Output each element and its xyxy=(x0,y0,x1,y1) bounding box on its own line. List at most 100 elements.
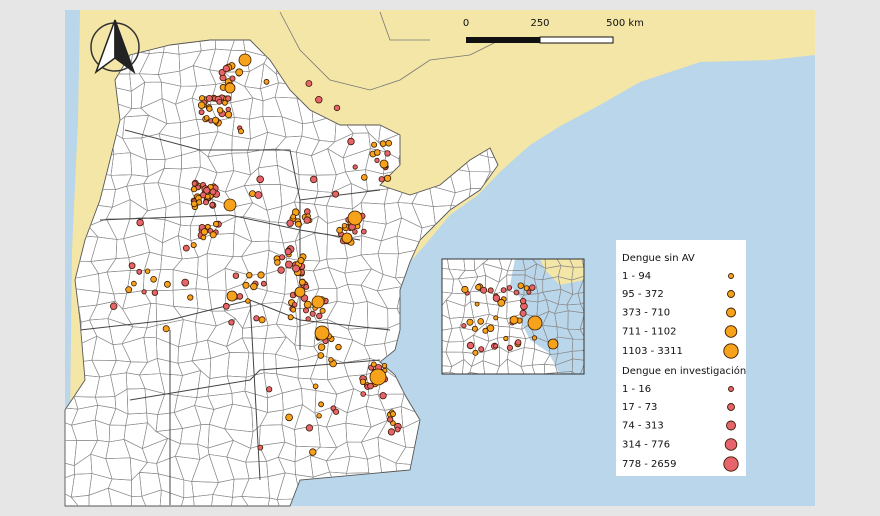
legend-title: Dengue sin AV xyxy=(622,253,695,264)
scale-label: 500 km xyxy=(606,18,644,29)
case-investigation xyxy=(316,312,323,320)
department xyxy=(276,498,301,506)
case-investigation xyxy=(352,164,358,170)
case-investigation xyxy=(284,260,293,269)
case-investigation xyxy=(305,80,313,87)
legend-symbol xyxy=(728,273,734,279)
case-without-av xyxy=(295,220,302,228)
legend: Dengue sin AV 1 - 94 95 - 372 373 - 710 711 … xyxy=(616,240,746,476)
map-panel: 0 250 500 km Dengue sin AV 1 - 94 95 - 372… xyxy=(64,10,815,507)
case-investigation xyxy=(222,302,230,310)
case-investigation xyxy=(487,287,494,294)
department xyxy=(571,350,584,361)
province-border xyxy=(99,214,361,241)
case-without-av xyxy=(466,318,474,326)
case-investigation xyxy=(292,264,300,273)
case-without-av xyxy=(328,357,334,363)
case-investigation xyxy=(519,297,527,305)
country-border xyxy=(379,11,430,41)
province-border xyxy=(129,359,381,401)
case-without-av xyxy=(497,298,506,307)
department xyxy=(141,489,162,506)
case-without-av xyxy=(213,220,220,228)
case-without-av xyxy=(191,186,198,193)
case-without-av xyxy=(204,193,211,200)
case-investigation xyxy=(492,294,501,302)
case-without-av xyxy=(369,368,387,386)
case-without-av xyxy=(144,268,151,274)
department xyxy=(107,487,132,506)
case-without-av xyxy=(389,410,396,417)
case-without-av xyxy=(221,99,228,106)
scale-label: 0 xyxy=(463,18,469,29)
case-without-av xyxy=(200,228,208,236)
case-investigation xyxy=(332,408,340,415)
case-without-av xyxy=(311,295,325,309)
case-investigation xyxy=(303,283,310,290)
north-arrow xyxy=(90,19,140,75)
case-without-av xyxy=(347,210,363,226)
case-investigation xyxy=(209,201,216,208)
case-without-av xyxy=(237,128,244,135)
case-investigation xyxy=(500,287,507,294)
case-investigation xyxy=(151,289,159,296)
case-investigation xyxy=(253,315,260,322)
case-investigation xyxy=(232,272,240,279)
case-investigation xyxy=(315,95,323,104)
case-without-av xyxy=(317,343,326,351)
case-without-av xyxy=(303,300,312,309)
case-without-av xyxy=(287,314,294,321)
case-investigation xyxy=(360,228,367,235)
case-without-av xyxy=(163,280,171,288)
case-without-av xyxy=(309,448,317,456)
department xyxy=(88,487,113,506)
case-without-av xyxy=(312,383,319,390)
province-border xyxy=(124,129,381,201)
department xyxy=(544,372,558,374)
legend-label: 95 - 372 xyxy=(622,289,664,300)
department xyxy=(158,489,185,506)
case-without-av xyxy=(475,284,482,291)
case-investigation xyxy=(526,289,532,295)
case-investigation xyxy=(379,392,387,400)
case-without-av xyxy=(503,335,509,342)
case-without-av xyxy=(150,275,157,283)
department xyxy=(566,303,584,314)
department xyxy=(229,496,253,506)
department xyxy=(567,328,584,340)
case-investigation xyxy=(387,416,394,423)
case-without-av xyxy=(245,298,251,304)
case-without-av xyxy=(294,286,306,298)
scale-segment xyxy=(466,37,540,43)
case-without-av xyxy=(385,139,393,147)
case-without-av xyxy=(474,301,480,307)
case-without-av xyxy=(225,111,233,119)
case-without-av xyxy=(360,174,368,181)
case-points xyxy=(109,53,402,456)
case-investigation xyxy=(202,199,209,206)
legend-label: 711 - 1102 xyxy=(622,327,677,338)
case-investigation xyxy=(493,343,499,349)
case-investigation xyxy=(303,216,311,224)
case-investigation xyxy=(305,316,311,322)
case-without-av xyxy=(314,325,330,341)
case-without-av xyxy=(285,413,293,422)
case-without-av xyxy=(290,306,297,313)
case-without-av xyxy=(258,316,266,324)
case-without-av xyxy=(493,315,499,321)
case-without-av xyxy=(523,285,530,292)
case-without-av xyxy=(461,285,469,294)
case-investigation xyxy=(284,248,292,256)
legend-symbol xyxy=(724,325,738,338)
case-investigation xyxy=(506,344,513,351)
legend-label: 1103 - 3311 xyxy=(622,346,683,357)
case-without-av xyxy=(335,343,342,351)
case-investigation xyxy=(310,175,318,184)
case-investigation xyxy=(256,175,265,184)
case-investigation xyxy=(286,219,294,227)
case-without-av xyxy=(197,101,206,109)
case-without-av xyxy=(359,378,367,385)
legend-symbol xyxy=(727,403,735,411)
case-investigation xyxy=(218,69,226,77)
inset-frame xyxy=(441,258,585,375)
